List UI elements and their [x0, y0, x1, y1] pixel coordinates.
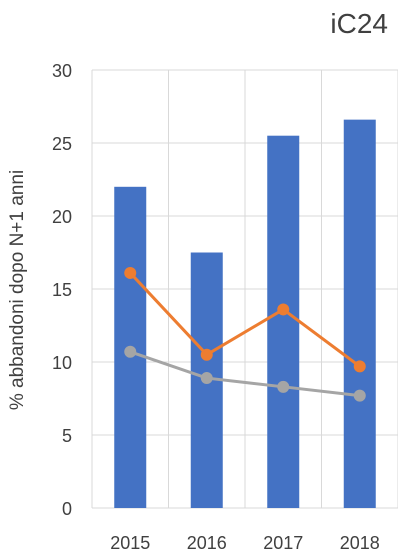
y-tick-label: 15 [52, 280, 72, 300]
y-tick-label: 20 [52, 207, 72, 227]
bar [343, 119, 376, 508]
data-point [277, 380, 290, 393]
chart-title: iC24 [330, 8, 388, 39]
y-tick-label: 0 [62, 499, 72, 519]
data-point [124, 266, 137, 279]
y-tick-label: 5 [62, 426, 72, 446]
x-tick-label: 2016 [187, 533, 227, 552]
y-tick-label: 10 [52, 353, 72, 373]
x-tick-label: 2017 [263, 533, 303, 552]
y-tick-label: 30 [52, 61, 72, 81]
series-line [129, 271, 361, 368]
data-point [124, 345, 137, 358]
bar [267, 135, 300, 508]
data-point [353, 389, 366, 402]
data-point [353, 360, 366, 373]
x-tick-label: 2015 [110, 533, 150, 552]
data-point [200, 348, 213, 361]
data-point [277, 303, 290, 316]
y-tick-label: 25 [52, 134, 72, 154]
x-tick-label: 2018 [340, 533, 380, 552]
series-line [129, 350, 360, 398]
data-point [200, 372, 213, 385]
